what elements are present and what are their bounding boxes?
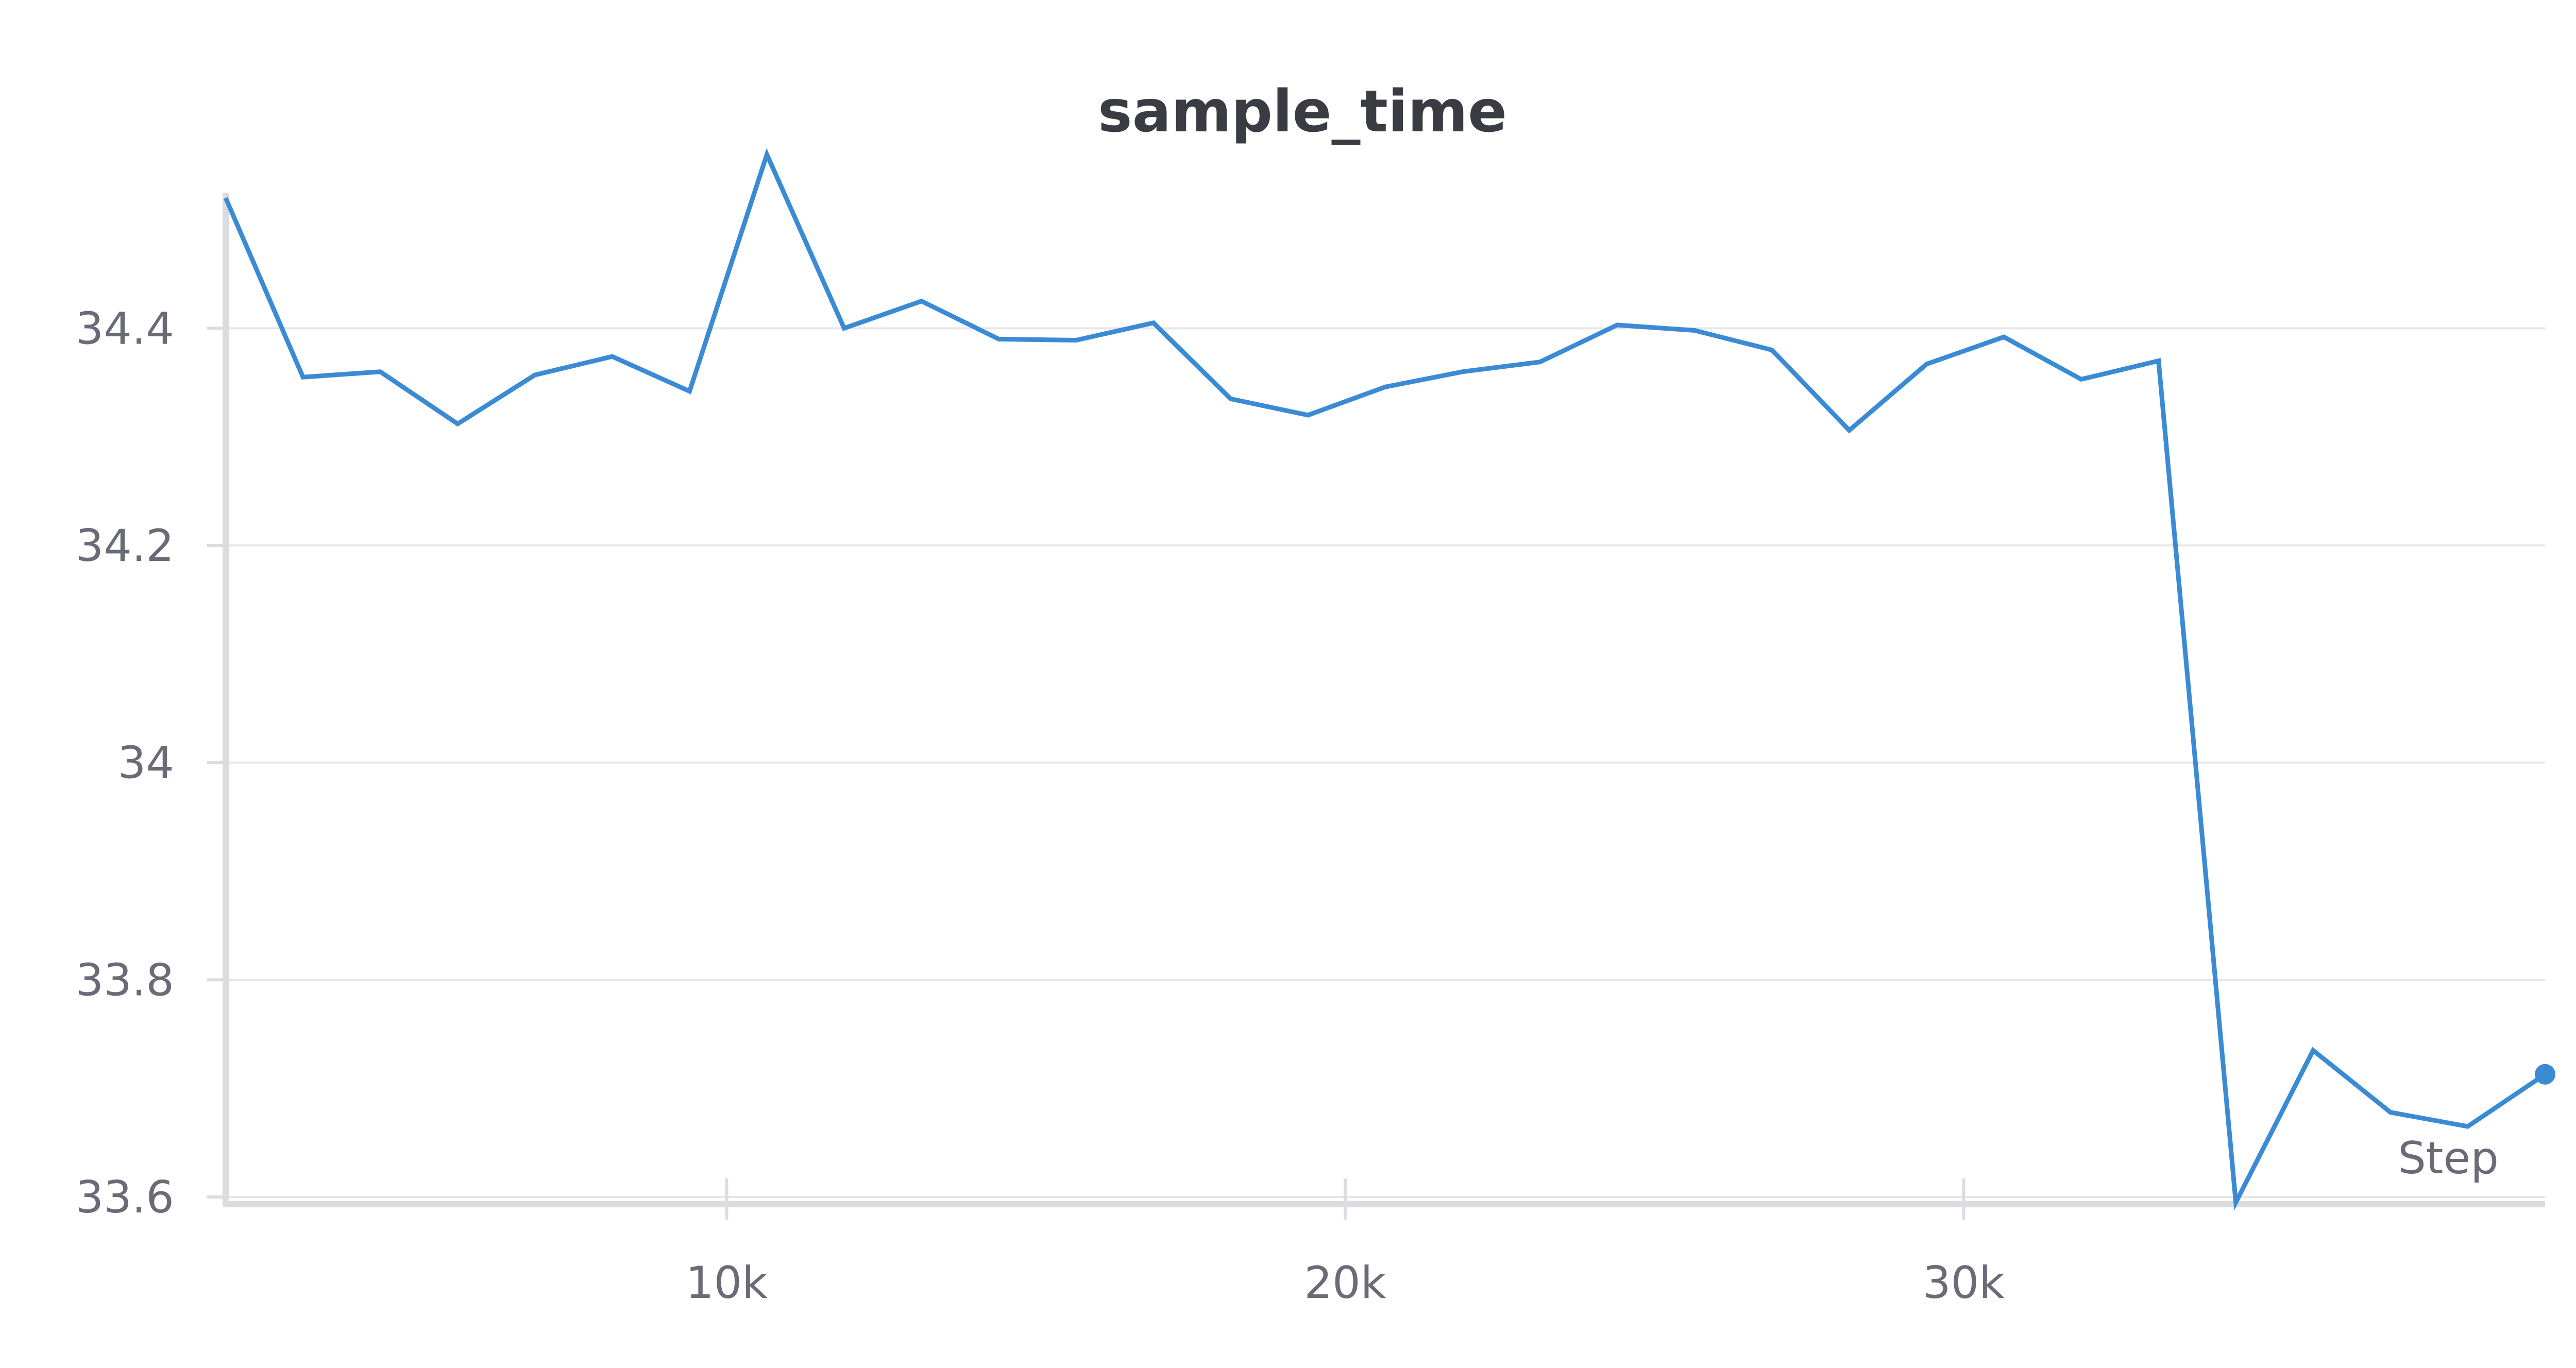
last-point-marker bbox=[2535, 1064, 2555, 1085]
y-tick-label: 33.6 bbox=[76, 1172, 174, 1223]
y-tick-label: 34.2 bbox=[76, 520, 174, 572]
tick-labels: 33.6 33.8 34 34.2 34.4 10k 20k 30k bbox=[76, 303, 2005, 1309]
series-layer bbox=[223, 148, 2555, 1211]
x-tick-label: 20k bbox=[1304, 1257, 1386, 1309]
x-tick-label: 30k bbox=[1923, 1257, 2005, 1309]
y-tick-label: 34 bbox=[118, 738, 174, 789]
chart-title: sample_time bbox=[1098, 78, 1507, 145]
y-tick-label: 33.8 bbox=[76, 954, 174, 1006]
grid-lines bbox=[226, 327, 2545, 1198]
series-line bbox=[223, 148, 2547, 1211]
axes bbox=[207, 193, 2545, 1220]
y-tick-label: 34.4 bbox=[76, 303, 174, 354]
x-tick-label: 10k bbox=[686, 1257, 768, 1309]
x-axis-label: Step bbox=[2398, 1133, 2499, 1184]
